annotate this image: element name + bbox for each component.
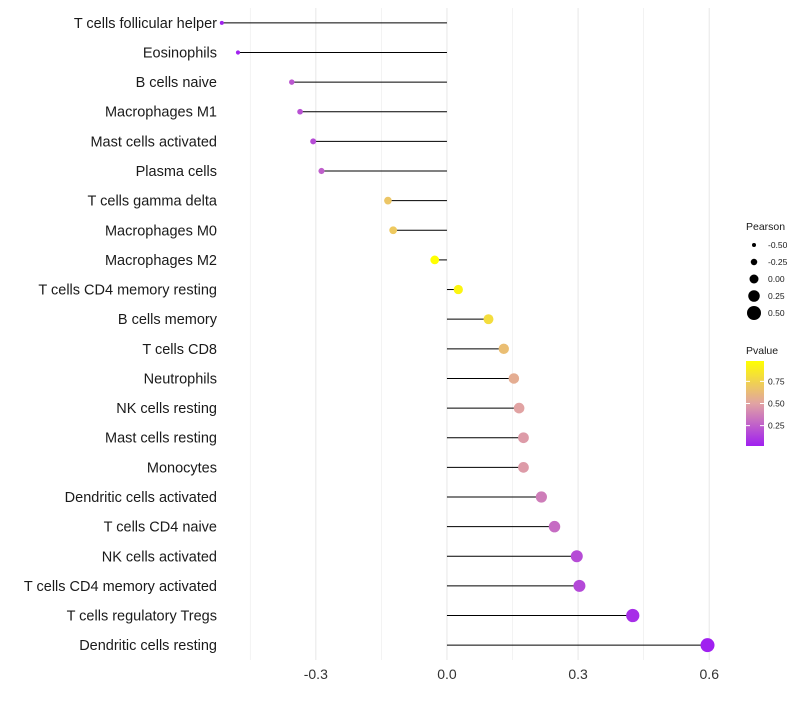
category-label: Eosinophils [143,45,217,61]
lollipop-point [518,461,529,473]
x-tick-label: -0.3 [304,666,328,682]
size-legend-key [752,243,756,247]
category-label: Macrophages M0 [105,223,217,239]
category-label: B cells memory [118,312,218,328]
category-label: Macrophages M1 [105,105,217,121]
size-legend-key [748,290,760,302]
lollipop-point [573,579,586,592]
size-legend-items: -0.50 -0.25 0.00 0.25 0.50 [747,240,788,320]
lollipop-point [453,284,463,295]
category-label: NK cells resting [116,401,217,417]
color-legend-label: 0.25 [768,421,785,431]
legends: Pearson -0.50 -0.25 0.00 0.25 0.50 Pvalue 0.… [746,221,788,446]
size-legend-label: 0.50 [768,308,785,318]
size-legend-title: Pearson [746,221,785,233]
x-tick-label: 0.6 [700,666,720,682]
color-legend-label: 0.50 [768,399,785,409]
category-label: T cells regulatory Tregs [67,609,217,625]
x-tick-label: 0.0 [437,666,457,682]
lollipop-point [483,314,494,325]
category-label: NK cells activated [102,549,217,565]
x-tick-label: 0.3 [568,666,588,682]
lollipop-point [297,108,303,115]
category-label: T cells CD8 [142,342,217,358]
size-legend-label: -0.25 [768,257,788,267]
color-legend-title: Pvalue [746,345,778,357]
category-label: Mast cells activated [90,134,217,150]
lollipop-point [310,138,317,145]
color-legend-label: 0.75 [768,376,785,386]
category-label: Monocytes [147,460,217,476]
lollipop-point [518,432,529,444]
lollipop-point [548,520,561,533]
lollipop-point [700,638,715,653]
size-legend-label: 0.00 [768,274,785,284]
lollipop-point [570,550,583,563]
lollipop-point [508,373,520,384]
size-legend-key [750,258,758,266]
lollipop-point [389,226,398,235]
category-label: T cells CD4 memory activated [24,579,217,595]
point-layer [219,20,715,653]
category-label: T cells CD4 naive [104,520,217,536]
category-label: Dendritic cells activated [65,490,217,506]
lollipop-point [535,491,547,503]
lollipop-point [219,20,224,25]
color-legend-items: 0.25 0.50 0.75 [746,376,785,431]
lollipop-point [513,402,525,414]
category-label: T cells CD4 memory resting [38,283,217,299]
lollipop-point [430,255,440,265]
lollipop-point [235,50,241,55]
lollipop-point [626,608,640,623]
size-legend-label: -0.50 [768,240,788,250]
category-label: Neutrophils [144,371,217,387]
lollipop-point [498,343,509,354]
color-legend-bar [746,361,764,446]
grid-layer [249,8,710,660]
category-label: Dendritic cells resting [79,638,217,654]
lollipop-point [318,167,325,175]
x-axis-ticks: -0.3 0.0 0.3 0.6 [304,666,719,682]
size-legend-key [749,274,759,284]
size-legend-label: 0.25 [768,291,785,301]
segment-layer [221,22,708,646]
category-labels: T cells follicular helper Eosinophils B ce… [24,16,218,654]
category-label: Mast cells resting [105,431,217,447]
category-label: Macrophages M2 [105,253,217,269]
category-label: Plasma cells [136,164,217,180]
category-label: T cells follicular helper [74,16,217,32]
lollipop-point [289,79,295,85]
lollipop-point [384,196,392,205]
category-label: B cells naive [136,75,217,91]
size-legend-key [747,306,761,320]
category-label: T cells gamma delta [88,194,218,210]
